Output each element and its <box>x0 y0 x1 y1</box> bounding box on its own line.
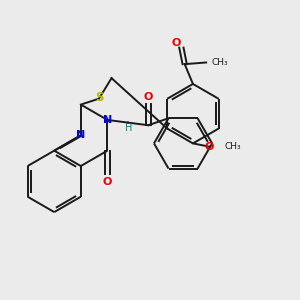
Text: H: H <box>125 122 132 133</box>
Text: N: N <box>76 130 86 140</box>
Text: S: S <box>95 92 104 104</box>
Text: O: O <box>103 177 112 187</box>
Text: O: O <box>144 92 153 102</box>
Text: CH₃: CH₃ <box>224 142 241 151</box>
Text: CH₃: CH₃ <box>211 58 228 67</box>
Text: N: N <box>103 115 112 125</box>
Text: O: O <box>172 38 181 48</box>
Text: O: O <box>205 142 214 152</box>
